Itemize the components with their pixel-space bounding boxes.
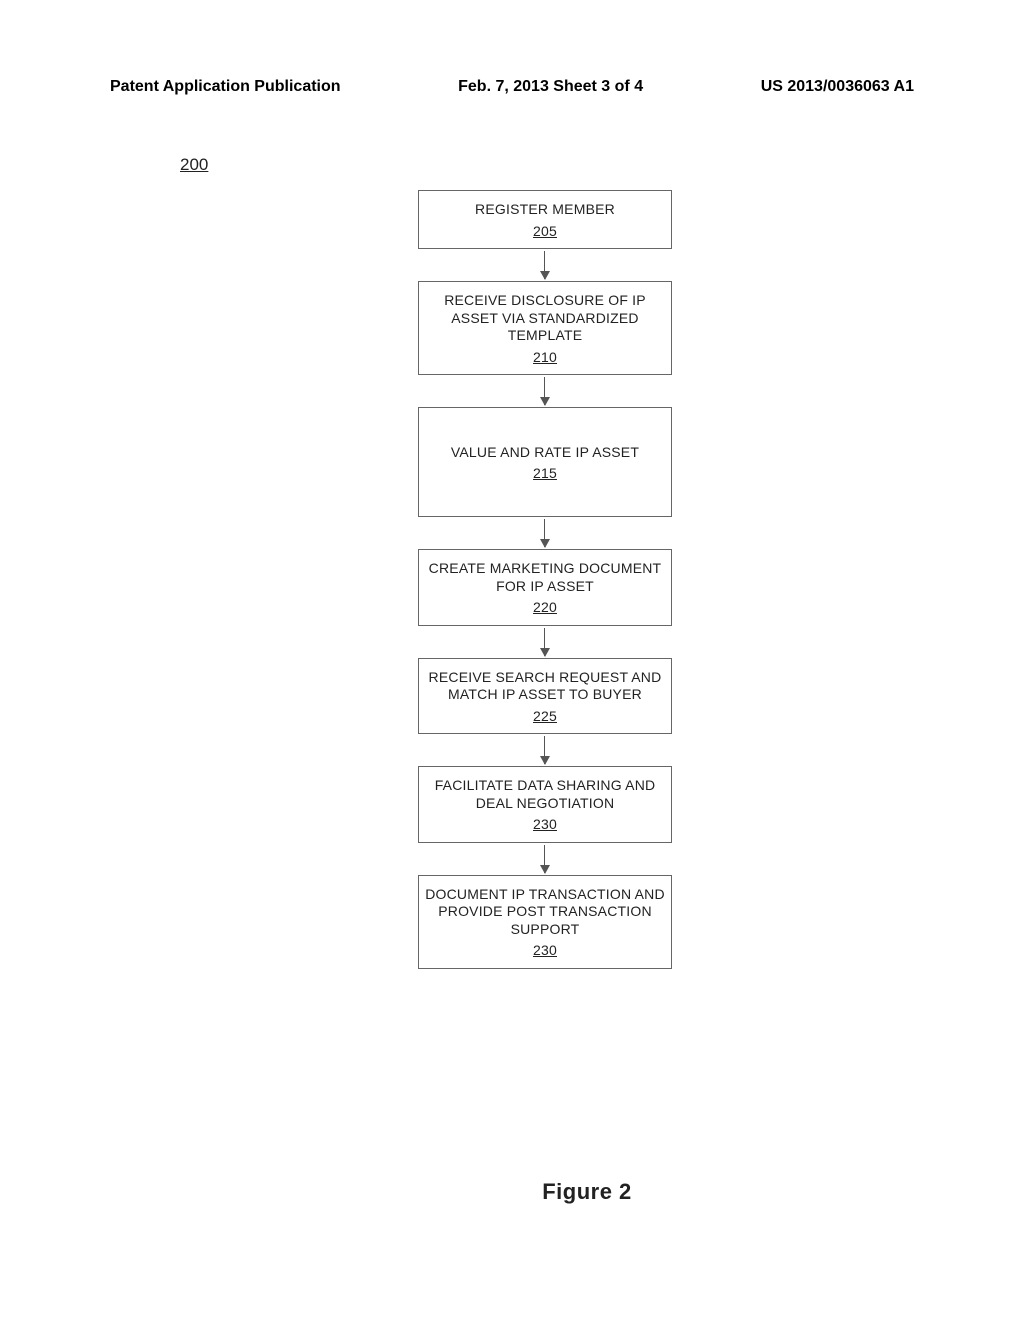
- header-right: US 2013/0036063 A1: [761, 78, 914, 96]
- node-ref: 230: [425, 816, 665, 834]
- flowchart-node-225: RECEIVE SEARCH REQUEST AND MATCH IP ASSE…: [418, 658, 672, 735]
- node-label: REGISTER MEMBER: [475, 201, 615, 217]
- figure-caption: Figure 2: [0, 1179, 1024, 1205]
- flowchart-node-210: RECEIVE DISCLOSURE OF IP ASSET VIA STAND…: [418, 281, 672, 375]
- flowchart-arrow: [544, 251, 546, 279]
- node-ref: 215: [425, 465, 665, 483]
- node-label: RECEIVE SEARCH REQUEST AND MATCH IP ASSE…: [429, 669, 662, 703]
- flowchart-node-220: CREATE MARKETING DOCUMENT FOR IP ASSET 2…: [418, 549, 672, 626]
- header-mid: Feb. 7, 2013 Sheet 3 of 4: [458, 78, 643, 96]
- flowchart-node-215: VALUE AND RATE IP ASSET 215: [418, 407, 672, 517]
- flowchart-arrow: [544, 736, 546, 764]
- flowchart: REGISTER MEMBER 205 RECEIVE DISCLOSURE O…: [400, 190, 690, 969]
- flowchart-arrow: [544, 519, 546, 547]
- page: Patent Application Publication Feb. 7, 2…: [0, 0, 1024, 1320]
- node-ref: 225: [425, 708, 665, 726]
- flowchart-node-205: REGISTER MEMBER 205: [418, 190, 672, 249]
- flowchart-node-230b: DOCUMENT IP TRANSACTION AND PROVIDE POST…: [418, 875, 672, 969]
- node-label: VALUE AND RATE IP ASSET: [425, 444, 665, 462]
- node-ref: 230: [425, 942, 665, 960]
- node-label: DOCUMENT IP TRANSACTION AND PROVIDE POST…: [425, 886, 665, 937]
- node-label: RECEIVE DISCLOSURE OF IP ASSET VIA STAND…: [444, 292, 646, 343]
- flowchart-arrow: [544, 377, 546, 405]
- node-label: FACILITATE DATA SHARING AND DEAL NEGOTIA…: [435, 777, 656, 811]
- node-label: CREATE MARKETING DOCUMENT FOR IP ASSET: [429, 560, 662, 594]
- page-header: Patent Application Publication Feb. 7, 2…: [0, 78, 1024, 96]
- flowchart-arrow: [544, 628, 546, 656]
- header-left: Patent Application Publication: [110, 78, 341, 96]
- flowchart-node-230a: FACILITATE DATA SHARING AND DEAL NEGOTIA…: [418, 766, 672, 843]
- flowchart-arrow: [544, 845, 546, 873]
- node-ref: 220: [425, 599, 665, 617]
- node-ref: 205: [425, 223, 665, 241]
- figure-reference-number: 200: [180, 155, 208, 175]
- node-ref: 210: [425, 349, 665, 367]
